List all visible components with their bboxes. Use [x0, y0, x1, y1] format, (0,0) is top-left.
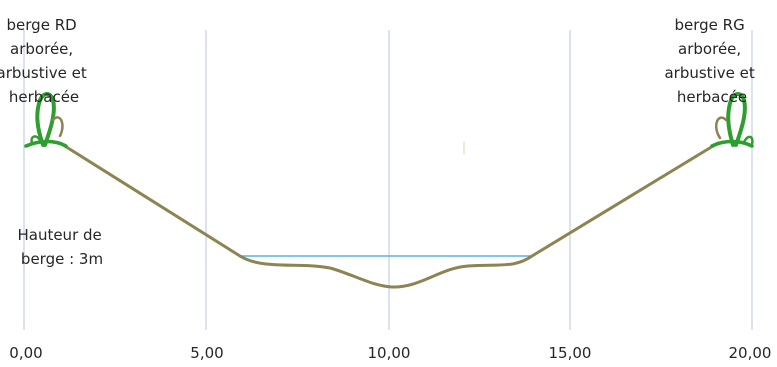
x-tick-10: 10,00	[368, 344, 411, 362]
bank-height-line-1: Hauteur de	[17, 226, 101, 244]
bank-right-line-2: arborée,	[678, 40, 741, 58]
bank-right-line-1: berge RG	[675, 16, 745, 34]
x-tick-20: 20,00	[729, 344, 772, 362]
x-axis-ticks: 0,00 5,00 10,00 15,00 20,00	[9, 344, 771, 362]
x-tick-0: 0,00	[9, 344, 42, 362]
x-tick-15: 15,00	[549, 344, 592, 362]
tree-icon-right	[710, 92, 754, 148]
bank-right-label: berge RG arborée, arbustive et herbacée	[664, 16, 759, 106]
bank-right-line-3: arbustive et	[664, 64, 754, 82]
tree-icon-left	[24, 92, 68, 148]
bank-left-line-1: berge RD	[7, 16, 77, 34]
bank-height-label: Hauteur de berge : 3m	[17, 226, 106, 268]
bank-left-label: berge RD arborée, arbustive et herbacée	[0, 16, 92, 106]
bank-left-line-2: arborée,	[10, 40, 73, 58]
x-tick-5: 5,00	[190, 344, 223, 362]
bank-right-line-4: herbacée	[677, 88, 747, 106]
bank-left-line-4: herbacée	[9, 88, 79, 106]
river-profile-line	[58, 141, 720, 289]
grid-lines	[23, 30, 753, 330]
bank-height-line-2: berge : 3m	[21, 250, 103, 268]
bank-left-line-3: arbustive et	[0, 64, 87, 82]
